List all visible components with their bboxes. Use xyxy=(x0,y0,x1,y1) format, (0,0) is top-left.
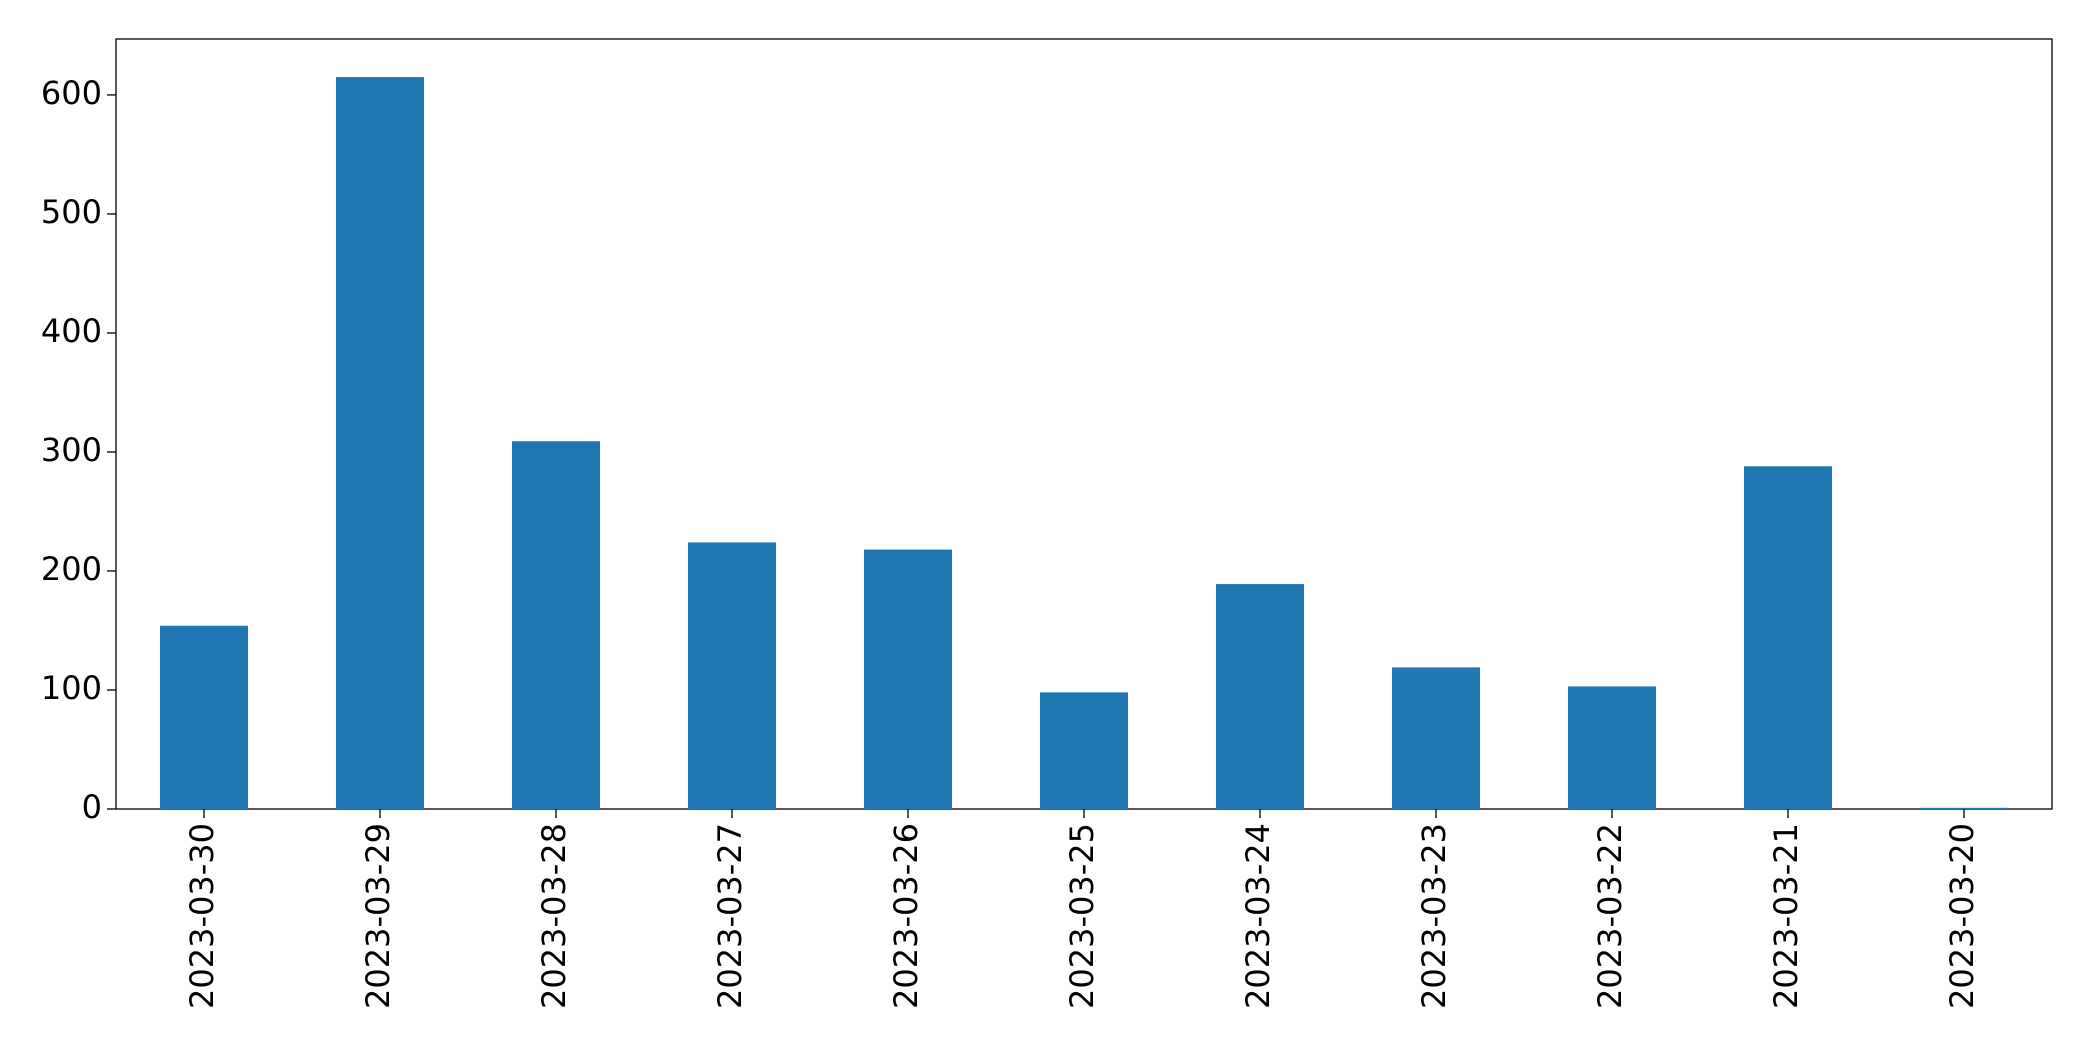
bar xyxy=(864,549,952,809)
x-tick-label: 2023-03-24 xyxy=(1239,823,1277,1009)
x-tick-label: 2023-03-28 xyxy=(535,823,573,1009)
x-tick-label: 2023-03-27 xyxy=(711,823,749,1009)
y-tick-label: 100 xyxy=(41,669,102,707)
x-tick-label: 2023-03-29 xyxy=(359,823,397,1009)
y-tick-label: 200 xyxy=(41,550,102,588)
y-tick-label: 600 xyxy=(41,74,102,112)
bar xyxy=(1920,807,2008,809)
bar xyxy=(512,441,600,809)
bar xyxy=(688,542,776,809)
x-tick-label: 2023-03-30 xyxy=(183,823,221,1009)
bar xyxy=(1040,692,1128,809)
x-tick-label: 2023-03-25 xyxy=(1063,823,1101,1009)
bar xyxy=(1216,584,1304,809)
bar xyxy=(160,625,248,809)
x-tick-label: 2023-03-21 xyxy=(1767,823,1805,1009)
bar xyxy=(336,77,424,809)
y-tick-label: 300 xyxy=(41,431,102,469)
bar xyxy=(1392,667,1480,809)
bar xyxy=(1744,466,1832,809)
y-tick-label: 500 xyxy=(41,193,102,231)
y-tick-label: 0 xyxy=(82,788,102,826)
y-tick-label: 400 xyxy=(41,312,102,350)
bar xyxy=(1568,686,1656,809)
x-tick-label: 2023-03-22 xyxy=(1591,823,1629,1009)
x-tick-label: 2023-03-23 xyxy=(1415,823,1453,1009)
x-tick-label: 2023-03-20 xyxy=(1943,823,1981,1009)
x-tick-label: 2023-03-26 xyxy=(887,823,925,1009)
